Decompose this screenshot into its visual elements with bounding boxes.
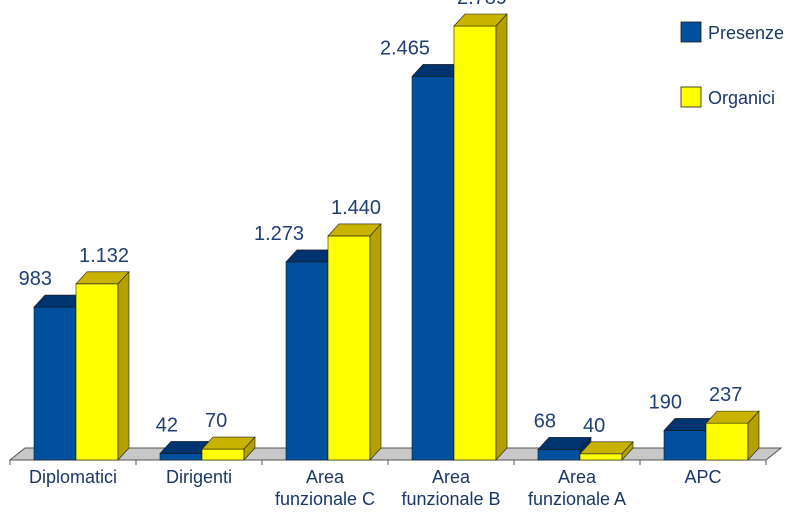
data-label: 1.440 <box>331 197 381 219</box>
bar-front <box>75 283 119 461</box>
bar-front <box>285 261 329 461</box>
data-label: 42 <box>156 414 178 436</box>
legend-item-presenze: Presenze <box>680 21 784 43</box>
bar-organici <box>75 271 130 461</box>
bar-organici <box>327 223 382 461</box>
category-label: Area funzionale A <box>528 467 626 509</box>
bar-side <box>369 223 382 461</box>
data-label: 2.465 <box>380 37 430 59</box>
bar-side <box>243 436 256 461</box>
bar-front <box>33 306 77 461</box>
category-label: APC <box>684 467 721 487</box>
data-label: 2.789 <box>457 0 507 9</box>
bar-organici <box>453 13 508 461</box>
data-label: 190 <box>649 391 682 413</box>
data-label: 1.132 <box>79 245 129 267</box>
bar-front <box>201 448 245 461</box>
bar-side <box>747 410 760 461</box>
category-label: Area funzionale C <box>275 467 375 509</box>
category-label: Area funzionale B <box>401 467 500 509</box>
legend-label: Presenze <box>708 23 784 43</box>
bar-side <box>621 441 634 461</box>
data-label: 237 <box>709 384 742 406</box>
bar-front <box>159 453 203 461</box>
bar-front <box>327 235 371 461</box>
data-label: 70 <box>205 410 227 432</box>
bar-front <box>705 422 749 461</box>
bar-side <box>495 13 508 461</box>
bar-organici <box>579 441 634 461</box>
category-label: Diplomatici <box>29 467 117 487</box>
category-label: Dirigenti <box>166 467 232 487</box>
legend-swatch <box>680 86 702 108</box>
data-label: 1.273 <box>254 223 304 245</box>
legend-label: Organici <box>708 88 775 108</box>
bar-front <box>537 449 581 461</box>
bar-organici <box>705 410 760 461</box>
bar-front <box>579 453 623 461</box>
bar-front <box>411 76 455 461</box>
data-label: 40 <box>583 415 605 437</box>
data-label: 68 <box>534 410 556 432</box>
bar-front <box>453 25 497 461</box>
bar-front <box>663 430 707 461</box>
data-label: 983 <box>19 268 52 290</box>
bar-side <box>117 271 130 461</box>
legend-swatch <box>680 21 702 43</box>
bar-organici <box>201 436 256 461</box>
legend-item-organici: Organici <box>680 86 775 108</box>
